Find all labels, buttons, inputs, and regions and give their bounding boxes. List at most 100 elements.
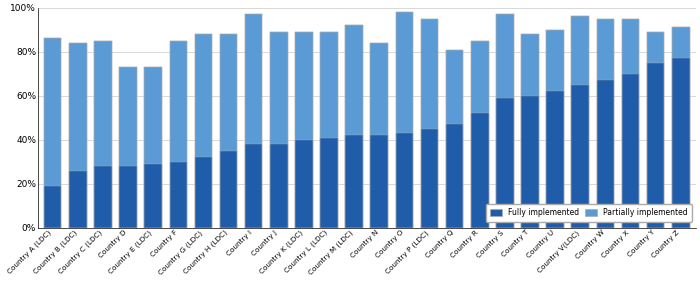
Bar [44,38,62,228]
Bar [44,186,62,228]
Bar [496,14,514,228]
Bar [421,19,438,228]
Bar [547,91,564,228]
Bar [69,171,87,228]
Bar [195,34,212,228]
Legend: Fully implemented, Partially implemented: Fully implemented, Partially implemented [486,204,692,222]
Bar [345,135,363,228]
Bar [245,14,262,228]
Bar [144,164,162,228]
Bar [195,157,212,228]
Bar [471,41,489,228]
Bar [119,166,137,228]
Bar [395,12,413,228]
Bar [421,129,438,228]
Bar [446,124,463,228]
Bar [370,43,388,228]
Bar [69,171,87,228]
Bar [270,32,288,228]
Bar [195,157,212,228]
Bar [320,32,338,228]
Bar [69,43,87,228]
Bar [647,32,664,228]
Bar [672,58,690,228]
Bar [571,85,589,228]
Bar [44,38,62,228]
Bar [270,144,288,228]
Bar [245,144,262,228]
Bar [622,74,639,228]
Bar [522,34,539,228]
Bar [547,30,564,228]
Bar [169,162,187,228]
Bar [522,96,539,228]
Bar [295,32,313,228]
Bar [119,67,137,228]
Bar [622,19,639,228]
Bar [144,67,162,228]
Bar [571,16,589,228]
Bar [345,25,363,228]
Bar [169,41,187,228]
Bar [596,80,614,228]
Bar [395,133,413,228]
Bar [169,41,187,228]
Bar [320,138,338,228]
Bar [119,166,137,228]
Bar [496,98,514,228]
Bar [421,19,438,228]
Bar [295,140,313,228]
Bar [622,19,639,228]
Bar [220,34,237,228]
Bar [119,67,137,228]
Bar [446,124,463,228]
Bar [596,19,614,228]
Bar [522,34,539,228]
Bar [270,144,288,228]
Bar [672,27,690,228]
Bar [220,151,237,228]
Bar [320,32,338,228]
Bar [94,166,112,228]
Bar [370,135,388,228]
Bar [245,144,262,228]
Bar [220,151,237,228]
Bar [446,50,463,228]
Bar [94,166,112,228]
Bar [345,25,363,228]
Bar [320,138,338,228]
Bar [94,41,112,228]
Bar [370,135,388,228]
Bar [571,16,589,228]
Bar [446,50,463,228]
Bar [144,67,162,228]
Bar [622,74,639,228]
Bar [169,162,187,228]
Bar [547,30,564,228]
Bar [496,14,514,228]
Bar [345,135,363,228]
Bar [295,140,313,228]
Bar [547,91,564,228]
Bar [672,58,690,228]
Bar [571,85,589,228]
Bar [596,80,614,228]
Bar [647,32,664,228]
Bar [395,12,413,228]
Bar [395,133,413,228]
Bar [370,43,388,228]
Bar [421,129,438,228]
Bar [295,32,313,228]
Bar [44,186,62,228]
Bar [94,41,112,228]
Bar [195,34,212,228]
Bar [672,27,690,228]
Bar [522,96,539,228]
Bar [69,43,87,228]
Bar [647,63,664,228]
Bar [647,63,664,228]
Bar [270,32,288,228]
Bar [596,19,614,228]
Bar [471,113,489,228]
Bar [471,41,489,228]
